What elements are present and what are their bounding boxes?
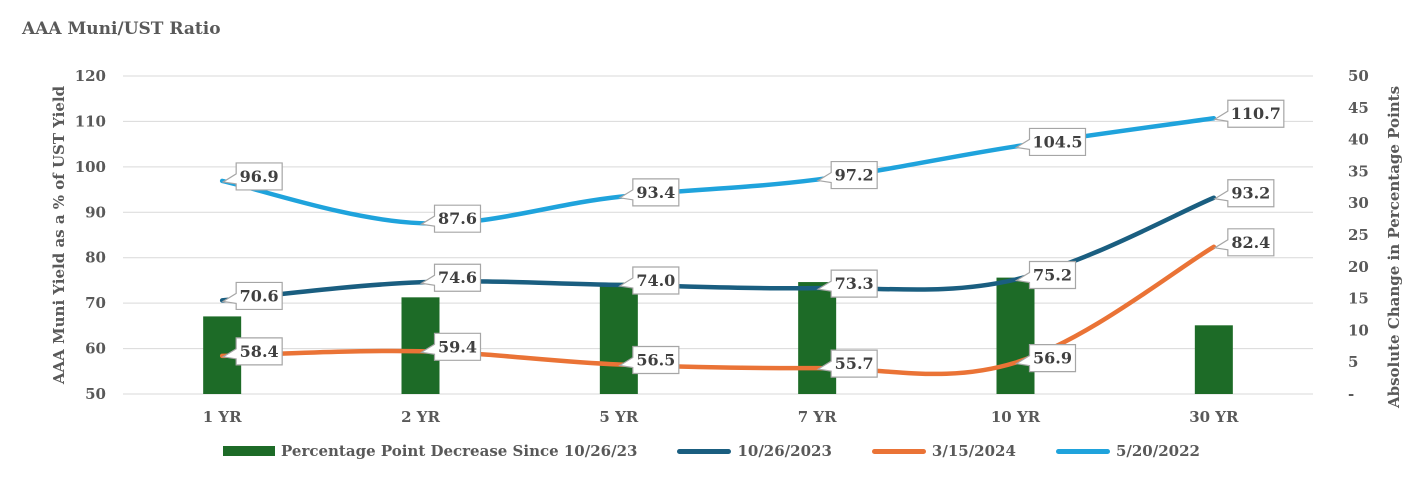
y2-tick-label: 10 — [1348, 321, 1369, 339]
legend-item-bars: Percentage Point Decrease Since 10/26/23 — [223, 442, 637, 460]
data-label: 110.7 — [1231, 104, 1281, 123]
y-tick-label: 60 — [85, 340, 106, 358]
y-tick-label: 100 — [75, 158, 106, 176]
data-label: 70.6 — [240, 286, 279, 305]
legend-label-series-2: 3/15/2024 — [931, 442, 1016, 460]
data-label: 93.2 — [1231, 184, 1270, 203]
bar — [599, 282, 638, 394]
data-label-box — [1213, 99, 1285, 128]
data-label-box — [419, 263, 482, 292]
data-label-box — [816, 349, 878, 378]
legend-swatch-series-3 — [1055, 448, 1110, 454]
legend-label-series-3: 5/20/2022 — [1115, 442, 1200, 460]
data-label-box — [618, 266, 680, 295]
data-label: 96.9 — [240, 167, 279, 186]
data-label: 56.9 — [1033, 349, 1072, 368]
chart-legend: Percentage Point Decrease Since 10/26/23… — [0, 442, 1423, 460]
y2-tick-label: 40 — [1348, 131, 1369, 149]
x-tick-label: 1 YR — [203, 408, 242, 426]
y2-axis-title: Absolute Change in Percentage Points — [1385, 86, 1403, 409]
y-tick-label: 90 — [85, 203, 106, 221]
data-label: 73.3 — [835, 274, 874, 293]
data-label-box — [618, 345, 680, 375]
y2-tick-label: 30 — [1348, 194, 1369, 212]
data-label-box — [221, 162, 283, 191]
data-label: 93.4 — [636, 183, 675, 202]
legend-label-series-1: 10/26/2023 — [737, 442, 832, 460]
legend-swatch-bars — [223, 446, 276, 456]
bar — [1194, 325, 1233, 394]
data-label: 59.4 — [438, 337, 477, 356]
data-label-box — [618, 178, 680, 207]
bar — [798, 282, 837, 394]
data-label-box — [1014, 260, 1077, 290]
y2-tick-label: 50 — [1348, 67, 1369, 85]
y2-tick-label: 45 — [1348, 99, 1369, 117]
y-tick-label: 110 — [75, 112, 106, 130]
data-label: 104.5 — [1032, 132, 1082, 151]
data-label-box — [1014, 344, 1077, 373]
x-tick-label: 2 YR — [401, 408, 440, 426]
y2-tick-label: 15 — [1348, 290, 1369, 308]
y2-tick-label: - — [1348, 385, 1354, 403]
y-axis-title: AAA Muni Yield as a % of UST Yield — [50, 85, 68, 385]
y-tick-label: 70 — [85, 294, 106, 312]
data-label: 87.6 — [438, 209, 477, 228]
y2-tick-label: 5 — [1348, 353, 1358, 371]
data-label: 58.4 — [240, 342, 279, 361]
y-tick-label: 120 — [75, 67, 106, 85]
data-label: 74.0 — [636, 271, 675, 290]
data-label-box — [419, 332, 482, 361]
y2-tick-label: 25 — [1348, 226, 1369, 244]
legend-item-series-1: 10/26/2023 — [677, 442, 832, 460]
legend-item-series-2: 3/15/2024 — [871, 442, 1016, 460]
x-tick-label: 30 YR — [1189, 408, 1239, 426]
data-label: 97.2 — [835, 166, 874, 185]
data-label-box — [1213, 179, 1275, 208]
chart-title: AAA Muni/UST Ratio — [22, 19, 221, 39]
data-label-box — [1213, 228, 1275, 257]
data-label: 55.7 — [835, 354, 874, 373]
data-label: 74.6 — [438, 268, 477, 287]
data-label-box — [419, 204, 482, 233]
data-label: 56.5 — [636, 350, 675, 369]
legend-swatch-series-1 — [677, 448, 732, 454]
data-label: 75.2 — [1033, 266, 1072, 285]
y2-tick-label: 20 — [1348, 258, 1369, 276]
data-label-box — [221, 337, 283, 366]
y-tick-label: 50 — [85, 385, 106, 403]
bar — [996, 277, 1035, 394]
data-label-box — [1014, 127, 1087, 157]
x-tick-label: 5 YR — [599, 408, 638, 426]
legend-swatch-series-2 — [871, 448, 926, 454]
x-tick-label: 7 YR — [798, 408, 837, 426]
y2-tick-label: 35 — [1348, 162, 1369, 180]
legend-label-bars: Percentage Point Decrease Since 10/26/23 — [281, 442, 638, 460]
data-label-box — [816, 269, 878, 298]
legend-item-series-3: 5/20/2022 — [1055, 442, 1200, 460]
data-label-box — [816, 160, 878, 190]
x-tick-label: 10 YR — [991, 408, 1041, 426]
data-label-box — [221, 281, 283, 311]
data-label: 82.4 — [1231, 233, 1270, 252]
y-tick-label: 80 — [85, 249, 106, 267]
